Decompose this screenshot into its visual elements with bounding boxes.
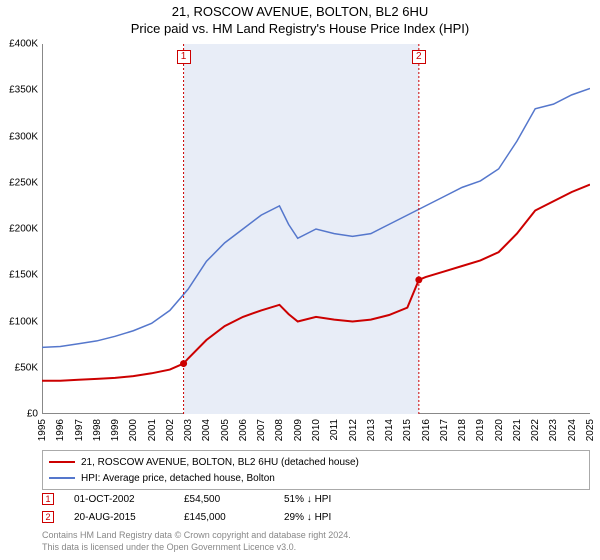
footer-line1: Contains HM Land Registry data © Crown c… [42,530,351,542]
y-tick-label: £300K [9,131,38,142]
x-tick-label: 2007 [256,419,267,441]
legend-swatch-property [49,461,75,463]
sale-table: 1 01-OCT-2002 £54,500 51% ↓ HPI 2 20-AUG… [42,490,590,526]
y-tick-label: £400K [9,39,38,50]
footer-line2: This data is licensed under the Open Gov… [42,542,351,554]
sale-marker-1: 1 [42,493,54,505]
x-tick-label: 1998 [92,419,103,441]
sale-date-2: 20-AUG-2015 [74,512,164,523]
y-tick-label: £0 [27,409,38,420]
x-tick-label: 2008 [274,419,285,441]
x-tick-label: 1996 [55,419,66,441]
sale-row-2: 2 20-AUG-2015 £145,000 29% ↓ HPI [42,508,590,526]
series-property [42,185,590,381]
sale-price-1: £54,500 [184,494,264,505]
x-tick-label: 2006 [238,419,249,441]
sale-price-2: £145,000 [184,512,264,523]
x-tick-label: 2017 [439,419,450,441]
chart-svg [42,44,590,414]
x-tick-label: 2009 [293,419,304,441]
legend-label-property: 21, ROSCOW AVENUE, BOLTON, BL2 6HU (deta… [81,457,359,468]
x-tick-label: 2010 [311,419,322,441]
x-tick-label: 2019 [475,419,486,441]
legend: 21, ROSCOW AVENUE, BOLTON, BL2 6HU (deta… [42,450,590,490]
x-tick-label: 1997 [74,419,85,441]
legend-swatch-hpi [49,477,75,479]
x-tick-label: 1995 [37,419,48,441]
chart-area: £0£50K£100K£150K£200K£250K£300K£350K£400… [42,44,590,414]
x-tick-label: 2012 [348,419,359,441]
x-tick-label: 2001 [147,419,158,441]
x-tick-label: 2021 [512,419,523,441]
x-tick-label: 2022 [530,419,541,441]
sale-date-1: 01-OCT-2002 [74,494,164,505]
y-tick-label: £100K [9,316,38,327]
footer: Contains HM Land Registry data © Crown c… [42,530,351,553]
x-tick-label: 2025 [585,419,596,441]
sale-row-1: 1 01-OCT-2002 £54,500 51% ↓ HPI [42,490,590,508]
sale-pct-2: 29% ↓ HPI [284,512,331,523]
x-tick-label: 2004 [201,419,212,441]
y-tick-label: £200K [9,224,38,235]
legend-row-hpi: HPI: Average price, detached house, Bolt… [49,470,583,486]
title-subtitle: Price paid vs. HM Land Registry's House … [0,21,600,36]
y-tick-label: £50K [15,362,38,373]
x-tick-label: 2000 [128,419,139,441]
x-tick-label: 2015 [402,419,413,441]
y-tick-label: £350K [9,85,38,96]
x-tick-label: 2014 [384,419,395,441]
x-tick-label: 2018 [457,419,468,441]
x-tick-label: 2020 [494,419,505,441]
y-tick-label: £250K [9,177,38,188]
legend-label-hpi: HPI: Average price, detached house, Bolt… [81,473,275,484]
chart-marker-2: 2 [412,50,426,64]
chart-marker-1: 1 [177,50,191,64]
x-tick-label: 2013 [366,419,377,441]
sale-pct-1: 51% ↓ HPI [284,494,331,505]
legend-row-property: 21, ROSCOW AVENUE, BOLTON, BL2 6HU (deta… [49,454,583,470]
x-tick-label: 2016 [421,419,432,441]
x-tick-label: 2003 [183,419,194,441]
x-tick-label: 2005 [220,419,231,441]
x-tick-label: 2002 [165,419,176,441]
x-tick-label: 1999 [110,419,121,441]
x-tick-label: 2011 [329,419,340,441]
title-block: 21, ROSCOW AVENUE, BOLTON, BL2 6HU Price… [0,0,600,36]
x-tick-label: 2024 [567,419,578,441]
chart-container: 21, ROSCOW AVENUE, BOLTON, BL2 6HU Price… [0,0,600,560]
y-tick-label: £150K [9,270,38,281]
x-tick-label: 2023 [548,419,559,441]
series-hpi [42,88,590,347]
sale-marker-2: 2 [42,511,54,523]
title-address: 21, ROSCOW AVENUE, BOLTON, BL2 6HU [0,4,600,19]
